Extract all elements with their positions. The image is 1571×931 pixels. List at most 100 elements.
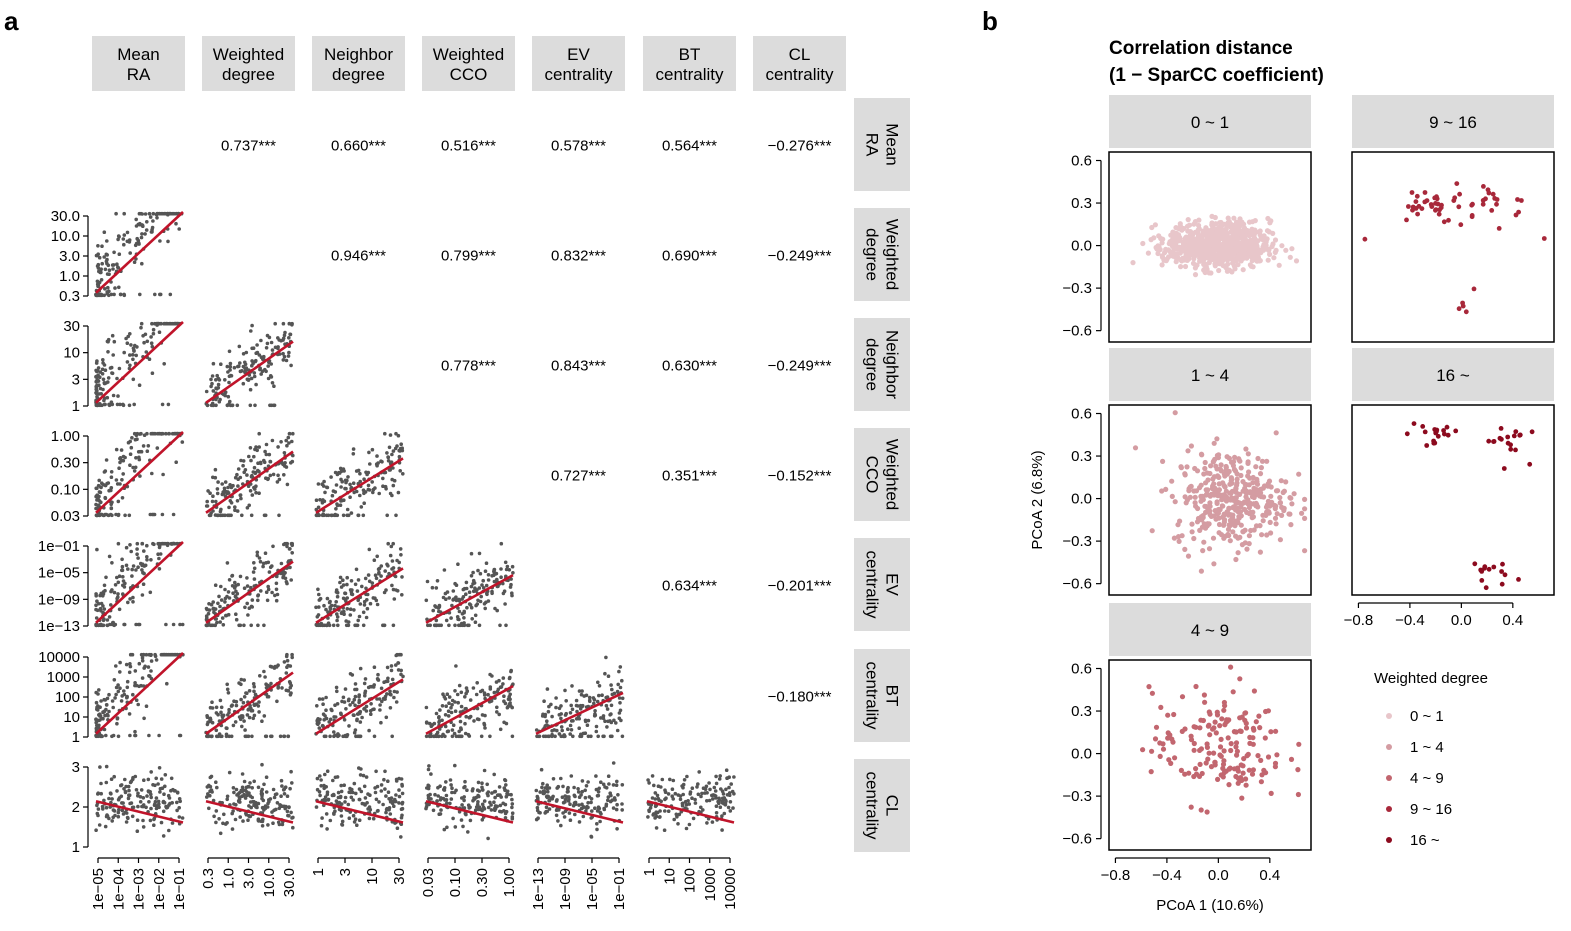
data-point: [287, 441, 291, 445]
data-point: [205, 499, 209, 504]
data-point: [156, 782, 160, 786]
pcoa-point: [1490, 191, 1496, 197]
data-point: [121, 592, 125, 596]
data-point: [108, 791, 113, 795]
data-point: [128, 439, 132, 444]
data-point: [115, 716, 120, 721]
scatter-cell: [424, 763, 515, 841]
data-point: [559, 716, 563, 721]
data-point: [647, 809, 651, 814]
pcoa-point: [1145, 250, 1151, 256]
data-point: [122, 211, 126, 216]
data-point: [223, 600, 227, 604]
data-point: [115, 482, 120, 486]
pcoa-point: [1202, 465, 1208, 472]
data-point: [227, 770, 232, 775]
data-point: [240, 724, 244, 729]
data-point: [454, 664, 458, 668]
data-point: [596, 805, 601, 809]
data-point: [319, 823, 324, 828]
data-point: [587, 695, 592, 700]
data-point: [468, 714, 473, 719]
pcoa-point: [1277, 500, 1283, 506]
data-point: [705, 791, 709, 795]
data-point: [210, 790, 214, 794]
data-point: [156, 799, 161, 804]
pcoa-point: [1264, 532, 1270, 538]
correlation-label: 0.946***: [331, 248, 386, 265]
data-point: [319, 784, 324, 788]
pcoa-point: [1208, 230, 1215, 236]
data-point: [390, 677, 395, 682]
data-point: [345, 507, 350, 512]
data-point: [428, 734, 432, 739]
data-point: [103, 368, 108, 373]
data-point: [337, 733, 341, 738]
data-point: [495, 689, 500, 694]
pcoa-point: [1149, 224, 1155, 231]
data-point: [450, 698, 455, 703]
data-point: [581, 814, 586, 819]
data-point: [615, 827, 619, 831]
pcoa-point: [1434, 194, 1439, 200]
data-point: [341, 734, 345, 739]
data-point: [358, 602, 363, 606]
regression-line: [95, 652, 184, 735]
data-point: [263, 513, 268, 518]
data-point: [284, 438, 289, 443]
pcoa-point: [1205, 230, 1211, 236]
data-point: [135, 552, 139, 556]
data-point: [143, 664, 147, 669]
scatter-cell: [314, 541, 404, 628]
data-point: [103, 512, 107, 517]
data-point: [448, 801, 452, 806]
data-point: [463, 695, 467, 699]
data-point: [481, 586, 486, 590]
data-point: [348, 672, 353, 676]
data-point: [462, 806, 467, 810]
data-point: [266, 801, 270, 806]
data-point: [394, 431, 398, 436]
x-tick-label: 1e−09: [557, 868, 574, 910]
data-point: [343, 591, 347, 595]
data-point: [318, 498, 322, 502]
data-point: [281, 358, 286, 362]
data-point: [713, 789, 718, 793]
data-point: [238, 815, 242, 819]
data-point: [377, 800, 381, 804]
data-point: [99, 781, 103, 786]
data-point: [220, 713, 224, 718]
data-point: [97, 513, 102, 518]
data-point: [437, 609, 441, 614]
data-point: [148, 215, 153, 219]
data-point: [117, 466, 121, 471]
data-point: [137, 211, 142, 216]
data-point: [119, 699, 124, 703]
pcoa-point: [1236, 240, 1243, 246]
data-point: [95, 359, 99, 363]
data-point: [602, 807, 607, 812]
pcoa-point: [1220, 257, 1226, 263]
data-point: [272, 403, 277, 408]
data-point: [320, 697, 325, 701]
data-point: [223, 393, 227, 398]
data-point: [463, 784, 467, 789]
pcoa-point: [1480, 201, 1486, 207]
data-point: [229, 734, 234, 739]
data-point: [569, 728, 574, 732]
data-point: [259, 461, 263, 466]
data-point: [134, 698, 139, 702]
data-point: [275, 801, 280, 805]
data-point: [351, 452, 356, 456]
pcoa-point: [1218, 462, 1224, 468]
data-point: [429, 772, 433, 776]
data-point: [227, 380, 231, 385]
data-point: [146, 444, 151, 448]
data-point: [221, 623, 226, 627]
data-point: [109, 470, 114, 474]
data-point: [98, 714, 102, 718]
data-point: [732, 775, 736, 779]
data-point: [471, 578, 476, 583]
data-point: [102, 583, 107, 588]
data-point: [383, 694, 388, 699]
